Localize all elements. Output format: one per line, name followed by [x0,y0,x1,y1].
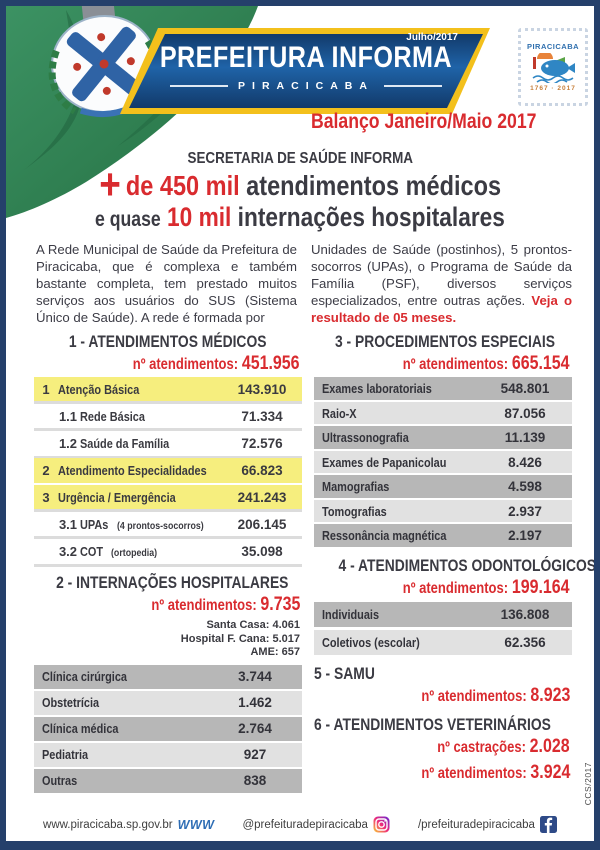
table-row: Mamografias 4.598 [314,475,572,498]
facebook-icon [539,816,557,833]
section4-title: 4 - ATENDIMENTOS ODONTOLÓGICOS [338,556,596,575]
section6-title: 6 - ATENDIMENTOS VETERINÁRIOS [314,715,551,734]
section3-stat: nº atendimentos: 665.154 [403,352,570,374]
table-row: Ultrassonografia 11.139 [314,426,572,449]
table-row: 1.1 Rede Básica 71.334 [34,404,302,430]
right-column: 3 - PROCEDIMENTOS ESPECIAIS nº atendimen… [314,332,596,795]
content-columns: 1 - ATENDIMENTOS MÉDICOS nº atendimentos… [6,327,594,795]
headline-kicker: SECRETARIA DE SAÚDE INFORMA [187,150,413,167]
breakdown-line: Santa Casa: 4.061 [206,619,300,632]
section3-table: Exames laboratoriais 548.801 Raio-X 87.056… [314,377,572,547]
section4-table: Individuais 136.808 Coletivos (escolar) 62… [314,601,572,655]
table-row: 1.2 Saúde da Família 72.576 [34,431,302,457]
banner-subtitle: PIRACICABA [126,80,486,92]
section2-table: Clínica cirúrgica 3.744 Obstetrícia 1.462 … [34,664,302,793]
breakdown-line: AME: 657 [250,645,300,658]
table-row: Pediatria 927 [34,742,302,767]
stamp-fish-icon [532,53,575,83]
table-row: Clínica médica 2.764 [34,716,302,741]
breakdown-line: Hospital F. Cana: 5.017 [180,632,300,645]
table-row: Tomografias 2.937 [314,499,572,523]
headline-line2: e quase 10 mil internações hospitalares [95,201,505,232]
section1-title: 1 - ATENDIMENTOS MÉDICOS [69,332,267,351]
table-row: Outras 838 [34,768,302,793]
table-row: 3.1 UPAs (4 prontos-socorros) 206.145 [34,512,302,538]
table-row: 2 Atendimento Especialidades 66.823 [34,458,302,484]
divider-line [383,85,442,87]
stamp-city-label: PIRACICABA [526,42,580,51]
headline-line1: + de 450 mil atendimentos médicos [99,160,501,209]
left-column: 1 - ATENDIMENTOS MÉDICOS nº atendimentos… [34,333,302,795]
table-row: 1 Atenção Básica 143.910 [34,377,302,403]
edition-date: Julho/2017 [406,32,458,43]
section2-title: 2 - INTERNAÇÕES HOSPITALARES [56,574,289,593]
section4-stat: nº atendimentos: 199.164 [403,576,570,598]
table-row: Clínica cirúrgica 3.744 [34,664,302,689]
table-row: Raio-X 87.056 [314,401,572,425]
intro-right: Unidades de Saúde (postinhos), 5 prontos… [311,241,573,326]
intro-highlight: Veja o resultado de 05 meses. [311,293,573,326]
section6-stat-atendimentos: nº atendimentos: 3.924 [421,761,570,783]
section2-stat: nº atendimentos: 9.735 [151,594,300,616]
header: Julho/2017 PREFEITURA INFORMA PIRACICABA… [6,6,594,218]
stamp-years: 1767 · 2017 [530,85,576,92]
headline: SECRETARIA DE SAÚDE INFORMA + de 450 mil … [6,150,594,233]
section6-stat-castracoes: nº castrações: 2.028 [437,735,570,757]
balance-period-label: Balanço Janeiro/Maio 2017 [310,110,536,133]
table-row: Exames laboratoriais 548.801 [314,377,572,400]
instagram-icon [373,816,390,833]
section3-title: 3 - PROCEDIMENTOS ESPECIAIS [334,332,555,351]
banner-title: PREFEITURA INFORMA [159,41,453,74]
divider-line [170,85,229,87]
section5-stat: nº atendimentos: 8.923 [421,684,570,706]
website-link[interactable]: www.piracicaba.sp.gov.br WWW [43,817,215,832]
section5-title: 5 - SAMU [314,664,375,683]
table-row: 3 Urgência / Emergência 241.243 [34,485,302,511]
facebook-link[interactable]: /prefeituradepiracicaba [418,816,557,833]
plus-sign: + [99,160,121,209]
anniversary-stamp: PIRACICABA 1767 · 2017 [518,28,588,106]
intro-left: A Rede Municipal de Saúde da Prefeitura … [36,241,297,326]
table-row: 3.2 COT (ortopedia) 35.098 [34,539,302,565]
www-icon: WWW [177,817,215,832]
footer: www.piracicaba.sp.gov.br WWW @prefeitura… [6,811,594,838]
banner-ribbon [120,28,490,114]
credit-label: CCS/2017 [583,761,593,805]
section1-table: 1 Atenção Básica 143.910 1.1 Rede Básica 71.… [34,377,302,565]
table-row: Coletivos (escolar) 62.356 [314,629,572,655]
section1-stat: nº atendimentos: 451.956 [133,352,300,374]
table-row: Obstetrícia 1.462 [34,690,302,715]
section2-breakdown: Santa Casa: 4.061 Hospital F. Cana: 5.01… [34,619,302,659]
instagram-link[interactable]: @prefeituradepiracicaba [242,816,390,833]
intro-paragraphs: A Rede Municipal de Saúde da Prefeitura … [6,233,594,327]
table-row: Ressonância magnética 2.197 [314,524,572,547]
banner: Julho/2017 PREFEITURA INFORMA PIRACICABA [126,24,486,112]
table-row: Exames de Papanicolau 8.426 [314,450,572,474]
table-row: Individuais 136.808 [314,601,572,627]
